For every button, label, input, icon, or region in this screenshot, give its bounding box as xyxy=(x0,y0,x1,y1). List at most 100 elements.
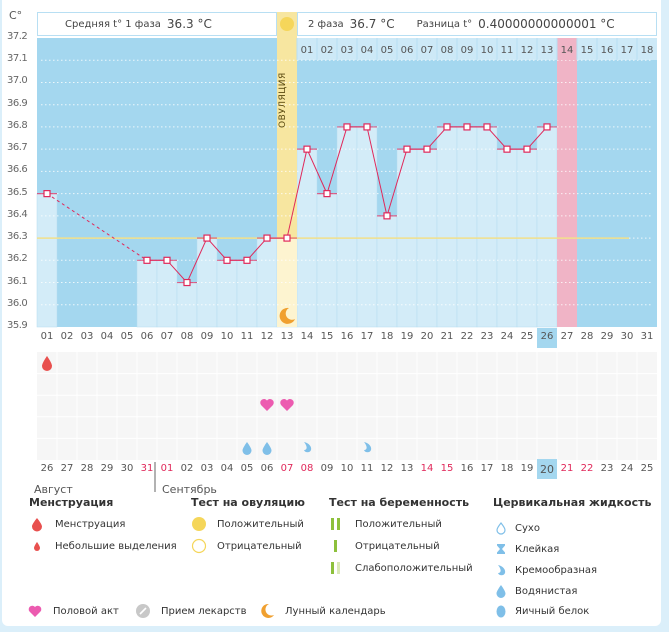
cycle-day-label[interactable]: 11 xyxy=(240,331,254,342)
temp-bar xyxy=(236,260,258,328)
calendar-date-label[interactable]: 17 xyxy=(480,463,494,474)
calendar-date-label[interactable]: 26 xyxy=(40,463,54,474)
cycle-day-label[interactable]: 06 xyxy=(140,331,154,342)
cycle-day-label[interactable]: 01 xyxy=(40,331,54,342)
calendar-date-label[interactable]: 05 xyxy=(240,463,254,474)
cycle-day-label[interactable]: 08 xyxy=(180,331,194,342)
phase2-summary: 2 фаза 36.7 °C Разница t° 0.400000000000… xyxy=(297,12,657,36)
cycle-day-label[interactable]: 26 xyxy=(540,331,554,342)
calendar-date-label[interactable]: 25 xyxy=(640,463,654,474)
cycle-day-label[interactable]: 20 xyxy=(420,331,434,342)
today-date-highlight xyxy=(537,459,557,479)
cycle-day-label[interactable]: 31 xyxy=(640,331,654,342)
temp-line xyxy=(286,149,308,239)
temp-point xyxy=(183,278,191,287)
legend-pregnancy-test-title: Тест на беременность xyxy=(329,496,470,509)
legend-ovulation-positive: Положительный xyxy=(191,516,304,532)
calendar-date-label[interactable]: 01 xyxy=(160,463,174,474)
phase2-highlight xyxy=(557,38,577,60)
pill-icon xyxy=(135,603,151,619)
calendar-date-label[interactable]: 27 xyxy=(60,463,74,474)
calendar-date-label[interactable]: 06 xyxy=(260,463,274,474)
calendar-date-label[interactable]: 14 xyxy=(420,463,434,474)
temp-point xyxy=(143,256,151,264)
cycle-day-label[interactable]: 14 xyxy=(300,331,314,342)
legend-cervical-title: Цервикальная жидкость xyxy=(493,496,652,509)
calendar-date-label[interactable]: 29 xyxy=(100,463,114,474)
cycle-day-label[interactable]: 18 xyxy=(380,331,394,342)
cycle-day-label[interactable]: 13 xyxy=(280,331,294,342)
diff-value: 0.40000000000001 °C xyxy=(478,17,615,31)
cycle-day-label[interactable]: 16 xyxy=(340,331,354,342)
temp-point xyxy=(283,234,291,242)
calendar-date-label[interactable]: 22 xyxy=(580,463,594,474)
calendar-date-label[interactable]: 13 xyxy=(400,463,414,474)
calendar-date-label[interactable]: 03 xyxy=(200,463,214,474)
two-lines-icon xyxy=(329,516,345,532)
y-tick-label: 37.1 xyxy=(7,53,28,65)
ovulation-label: ОВУЛЯЦИЯ xyxy=(278,72,288,128)
calendar-date-label[interactable]: 15 xyxy=(440,463,454,474)
temp-bar xyxy=(156,260,178,328)
cycle-day-label[interactable]: 27 xyxy=(560,331,574,342)
calendar-date-label[interactable]: 08 xyxy=(300,463,314,474)
legend-fluid-dry: Сухо xyxy=(493,520,540,536)
legend-menstruation-title: Менструация xyxy=(29,496,114,509)
cycle-day-label[interactable]: 30 xyxy=(620,331,634,342)
phase2-day-label: 01 xyxy=(301,45,314,56)
cycle-day-label[interactable]: 24 xyxy=(500,331,514,342)
today-cycle-highlight xyxy=(537,328,557,348)
egg-icon xyxy=(493,603,509,619)
y-axis-unit: C° xyxy=(9,9,23,22)
calendar-date-label[interactable]: 28 xyxy=(80,463,94,474)
calendar-date-label[interactable]: 19 xyxy=(520,463,534,474)
cycle-day-label[interactable]: 23 xyxy=(480,331,494,342)
cycle-day-label[interactable]: 04 xyxy=(100,331,114,342)
phase1-label: Средняя t° 1 фаза xyxy=(65,18,161,30)
calendar-date-label[interactable]: 04 xyxy=(220,463,234,474)
cycle-day-label[interactable]: 29 xyxy=(600,331,614,342)
calendar-date-label[interactable]: 07 xyxy=(280,463,294,474)
cycle-day-label[interactable]: 02 xyxy=(60,331,74,342)
cycle-day-label[interactable]: 10 xyxy=(220,331,234,342)
cycle-day-label[interactable]: 03 xyxy=(80,331,94,342)
cycle-day-label[interactable]: 21 xyxy=(440,331,454,342)
cycle-day-label[interactable]: 05 xyxy=(120,331,134,342)
temp-bar xyxy=(336,126,358,328)
cycle-day-label[interactable]: 12 xyxy=(260,331,274,342)
cycle-day-label[interactable]: 22 xyxy=(460,331,474,342)
calendar-date-label[interactable]: 31 xyxy=(140,463,154,474)
cycle-day-label[interactable]: 25 xyxy=(520,331,534,342)
cycle-day-label[interactable]: 15 xyxy=(320,331,334,342)
y-tick-label: 36.8 xyxy=(7,119,28,131)
calendar-date-label[interactable]: 24 xyxy=(620,463,634,474)
legend-fluid-sticky: Клейкая xyxy=(493,541,559,557)
dry-drop-icon xyxy=(493,520,509,536)
calendar-date-label[interactable]: 18 xyxy=(500,463,514,474)
temp-line xyxy=(366,126,388,216)
cycle-day-label[interactable]: 28 xyxy=(580,331,594,342)
temp-point xyxy=(43,190,51,198)
temp-point xyxy=(443,123,451,131)
temp-point xyxy=(383,212,391,220)
calendar-date-label[interactable]: 30 xyxy=(120,463,134,474)
cycle-day-label[interactable]: 17 xyxy=(360,331,374,342)
cycle-day-label[interactable]: 09 xyxy=(200,331,214,342)
calendar-date-label[interactable]: 10 xyxy=(340,463,354,474)
calendar-date-label[interactable]: 16 xyxy=(460,463,474,474)
cycle-day-label[interactable]: 07 xyxy=(160,331,174,342)
temp-line xyxy=(246,237,268,261)
calendar-date-label[interactable]: 23 xyxy=(600,463,614,474)
calendar-date-label[interactable]: 09 xyxy=(320,463,334,474)
temp-point xyxy=(223,256,231,264)
y-tick-label: 36.3 xyxy=(7,231,28,243)
cycle-day-label[interactable]: 19 xyxy=(400,331,414,342)
calendar-date-label[interactable]: 21 xyxy=(560,463,574,474)
calendar-date-label[interactable]: 20 xyxy=(540,463,554,476)
calendar-date-label[interactable]: 02 xyxy=(180,463,194,474)
calendar-date-label[interactable]: 11 xyxy=(360,463,374,474)
calendar-date-label[interactable]: 12 xyxy=(380,463,394,474)
temp-bar xyxy=(476,126,498,328)
phase1-value: 36.3 °C xyxy=(166,17,212,31)
temp-bar xyxy=(136,260,158,328)
